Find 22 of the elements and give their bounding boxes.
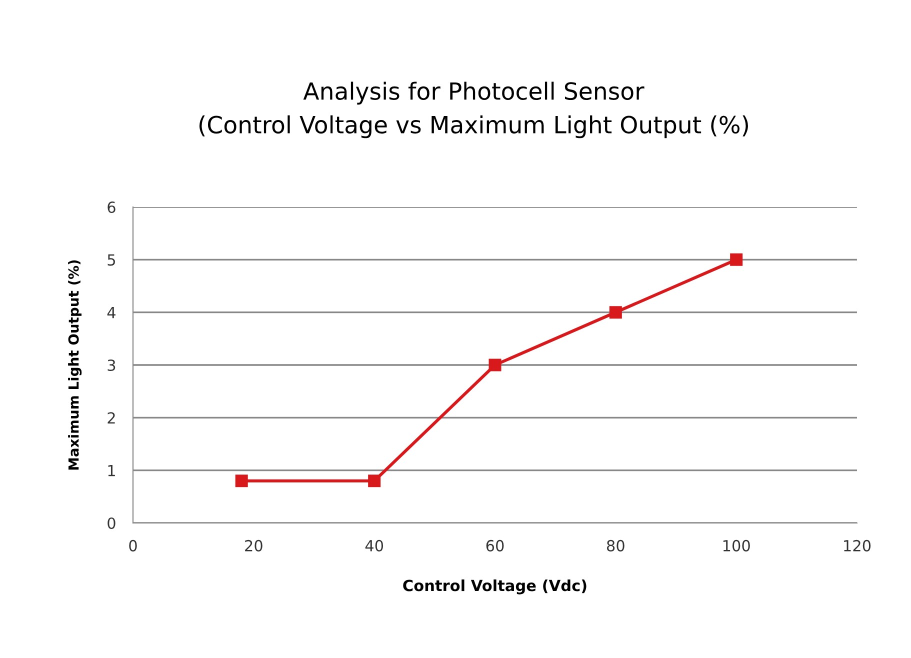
point (488, 358, 502, 372)
y-axis-title: Maximum Light Output (%) (68, 260, 82, 470)
x-axis-title: Control Voltage (Vdc) (403, 579, 586, 594)
x-tick-label: 40 (365, 540, 384, 552)
chart-title: Analysis for Photocell Sensor (Control Voltage vs Maximum Light Output (%) (199, 82, 748, 138)
y-tick-label: 4 (107, 307, 116, 318)
x-tick-label: 20 (245, 540, 262, 552)
point (235, 474, 248, 488)
x-tick-label: 80 (606, 540, 624, 552)
y-tick-label: 3 (108, 359, 116, 372)
x-tick-label: 60 (486, 540, 504, 552)
y-tick-label: 2 (108, 412, 115, 424)
point (730, 253, 743, 266)
x-tick-label: 120 (844, 540, 871, 552)
x-tick-label: 100 (723, 540, 750, 552)
y-tick-label: 0 (108, 517, 116, 530)
y-tick-label: 6 (108, 201, 116, 214)
point (609, 306, 622, 319)
y-tick-label: 1 (108, 465, 115, 476)
point (368, 474, 381, 488)
y-tick-label: 5 (108, 254, 115, 266)
x-tick-label: 0 (129, 540, 137, 552)
